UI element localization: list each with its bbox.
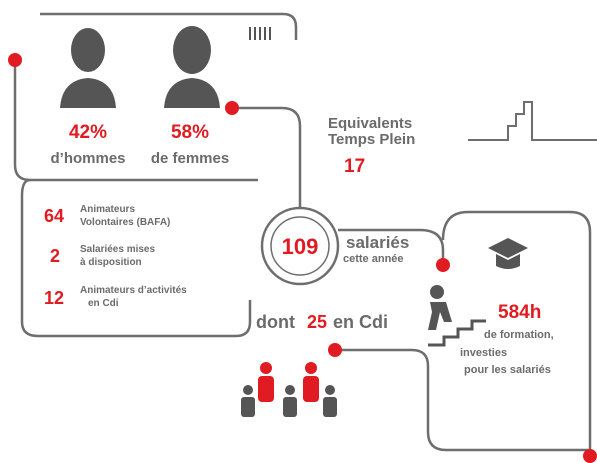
breakdown-label: Salariées mises (80, 244, 155, 255)
breakdown-value: 12 (44, 288, 64, 308)
total-sublabel: cette année (343, 253, 404, 265)
total-value: 109 (282, 234, 319, 259)
training-line: investies (460, 347, 507, 359)
fte-value: 17 (344, 156, 365, 177)
training-line: de formation, (484, 329, 554, 341)
training-value: 584h (498, 302, 541, 323)
breakdown-value: 2 (50, 246, 60, 266)
cdi-prefix: dont (256, 312, 295, 332)
breakdown-label: en Cdi (88, 298, 119, 309)
breakdown-label: à disposition (80, 257, 142, 268)
training-line: pour les salariés (464, 364, 551, 376)
breakdown-value: 64 (44, 206, 64, 226)
fte-label: Temps Plein (328, 131, 415, 148)
total-label: salariés (346, 233, 409, 252)
men-label: d’hommes (50, 150, 125, 167)
cdi-value: 25 (307, 312, 327, 332)
breakdown-label: Volontaires (BAFA) (80, 217, 170, 228)
women-percent: 58% (171, 122, 209, 143)
fte-label: Equivalents (328, 115, 412, 132)
breakdown-label: Animateurs d’activités (80, 285, 187, 296)
women-label: de femmes (151, 150, 229, 167)
cdi-suffix: en Cdi (333, 312, 388, 332)
breakdown-label: Animateurs (80, 204, 135, 215)
infographic: 42% d’hommes 58% de femmes Equivalents T… (0, 0, 597, 463)
men-percent: 42% (69, 122, 107, 143)
